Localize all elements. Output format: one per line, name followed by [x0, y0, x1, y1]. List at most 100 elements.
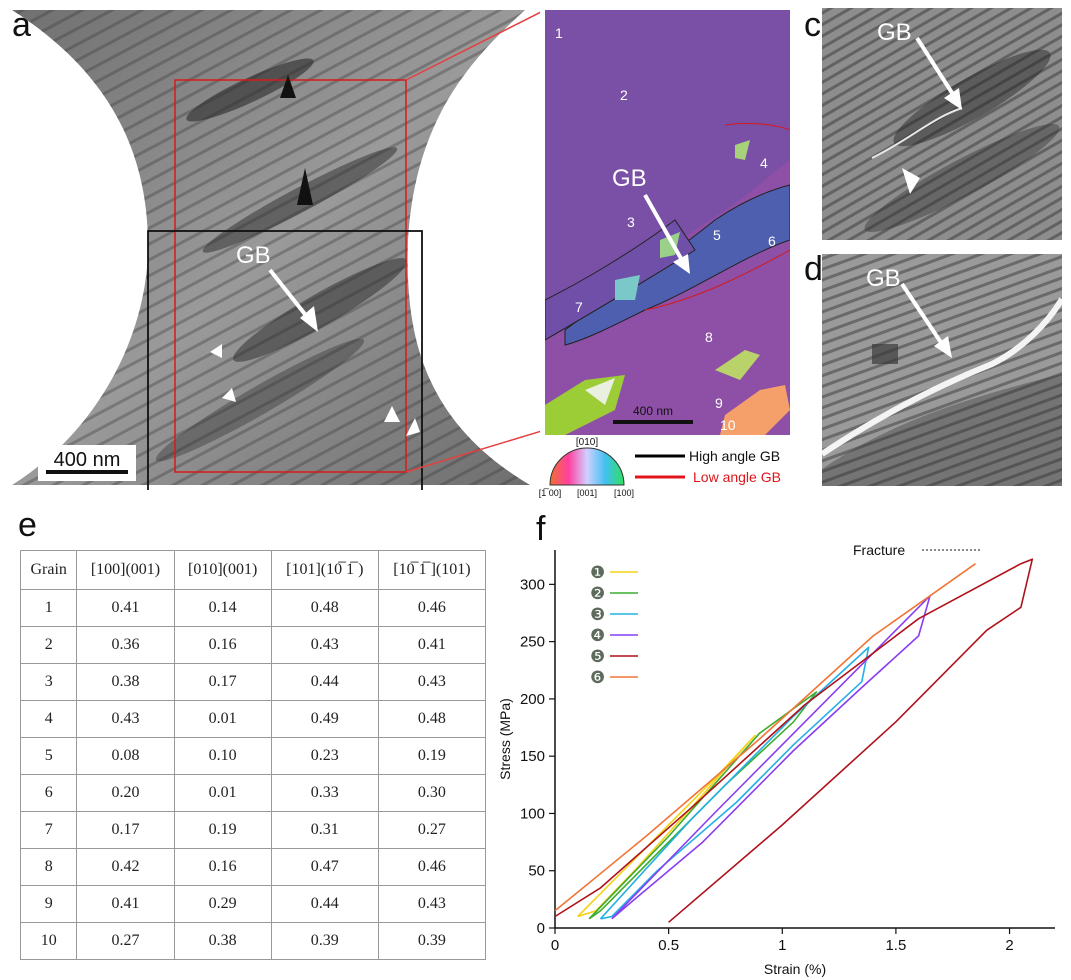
roi-black-box: [147, 230, 423, 490]
y-tick-label: 50: [528, 863, 545, 880]
grain-number-7: 7: [575, 299, 583, 315]
table-cell: 0.44: [270, 663, 379, 701]
table-cell: 0.01: [173, 774, 272, 812]
x-tick-label: 0: [551, 937, 559, 954]
fracture-annotation: Fracture: [853, 542, 905, 558]
table-cell: 0.36: [76, 626, 175, 664]
legend-marker-4: ❹: [590, 626, 605, 645]
table-cell: 0.38: [173, 922, 272, 960]
x-tick-label: 1: [778, 937, 786, 954]
y-tick-label: 300: [520, 576, 545, 593]
table-cell: 0.08: [76, 737, 175, 775]
y-tick-label: 200: [520, 691, 545, 708]
legend-marker-5: ❺: [590, 647, 605, 666]
legend-high-angle: High angle GB: [689, 448, 780, 464]
table-cell: 0.43: [377, 663, 487, 701]
legend-marker-3: ❸: [590, 605, 605, 624]
panel-letter-e: e: [18, 506, 37, 544]
grain-number-1: 1: [555, 25, 563, 41]
table-cell: 0.42: [76, 848, 175, 886]
table-header: [101](10̅ 1̅ ): [270, 550, 379, 590]
table-header: [010](001): [173, 550, 272, 590]
table-cell: 0.41: [76, 589, 175, 627]
table-cell: 0.16: [173, 626, 272, 664]
scalebar-b: 400 nm: [633, 404, 673, 418]
table-cell: 9: [19, 885, 78, 923]
grain-number-3: 3: [627, 214, 635, 230]
table-cell: 0.43: [270, 626, 379, 664]
table-row: 1 0.41 0.14 0.48 0.46: [19, 589, 487, 627]
gb-label-d: GB: [866, 265, 901, 292]
panel-letter-c: c: [804, 6, 821, 44]
table-cell: 0.44: [270, 885, 379, 923]
table-row: 10 0.27 0.38 0.39 0.39: [19, 922, 487, 960]
table-cell: 6: [19, 774, 78, 812]
table-row: 8 0.42 0.16 0.47 0.46: [19, 848, 487, 886]
x-tick-label: 1.5: [885, 937, 906, 954]
table-header: [100](001): [76, 550, 175, 590]
table-cell: 0.17: [173, 663, 272, 701]
table-cell: 0.27: [76, 922, 175, 960]
table-cell: 0.47: [270, 848, 379, 886]
table-cell: 0.39: [377, 922, 487, 960]
ebsd-map-b: 1 2 3 4 5 6 7 8 9 10 GB 400 nm: [545, 10, 790, 435]
table-row: 3 0.38 0.17 0.44 0.43: [19, 663, 487, 701]
legend-marker-2: ❷: [590, 584, 605, 603]
gb-label-c: GB: [877, 19, 912, 46]
table-cell: 0.41: [76, 885, 175, 923]
table-cell: 0.48: [270, 589, 379, 627]
grain-number-10: 10: [720, 417, 736, 433]
table-header: [10̅ 1̅ ](101): [377, 550, 487, 590]
legend-pole-right: [100]: [614, 488, 634, 498]
ebsd-legend: [010] [1̅ 00] [001] [100] High angle GB …: [539, 437, 781, 498]
table-cell: 0.17: [76, 811, 175, 849]
table-cell: 3: [19, 663, 78, 701]
gb-label-b: GB: [612, 165, 647, 192]
table-row: 7 0.17 0.19 0.31 0.27: [19, 811, 487, 849]
scalebar-a: 400 nm: [54, 449, 121, 471]
table-cell: 1: [19, 589, 78, 627]
table-row: 2 0.36 0.16 0.43 0.41: [19, 626, 487, 664]
panel-letter-f: f: [536, 510, 546, 548]
y-tick-label: 150: [520, 748, 545, 765]
table-cell: 0.10: [173, 737, 272, 775]
table-cell: 0.19: [173, 811, 272, 849]
table-cell: 0.19: [377, 737, 487, 775]
table-cell: 5: [19, 737, 78, 775]
x-tick-label: 2: [1005, 937, 1013, 954]
stress-strain-chart: 0 0.5 1 1.5 2 0 50 100 150 200 250 300 Strain (%) Str…: [497, 542, 1055, 977]
series-line-3: [599, 646, 870, 920]
table-cell: 10: [19, 922, 78, 960]
table-cell: 0.14: [173, 589, 272, 627]
series-line-5: [554, 558, 1034, 923]
table-cell: 4: [19, 700, 78, 738]
tem-image-d: GB: [822, 254, 1062, 486]
table-cell: 7: [19, 811, 78, 849]
table-cell: 0.31: [270, 811, 379, 849]
y-tick-label: 100: [520, 805, 545, 822]
x-axis-label: Strain (%): [764, 961, 826, 977]
table-cell: 0.30: [377, 774, 487, 812]
table-cell: 0.49: [270, 700, 379, 738]
table-header: Grain: [19, 550, 78, 590]
roi-red-box: [174, 79, 407, 473]
table-cell: 0.46: [377, 589, 487, 627]
table-cell: 0.20: [76, 774, 175, 812]
grain-number-4: 4: [760, 155, 768, 171]
panel-letter-d: d: [804, 250, 823, 288]
table-cell: 0.29: [173, 885, 272, 923]
table-cell: 0.01: [173, 700, 272, 738]
table-cell: 0.39: [270, 922, 379, 960]
table-row: 6 0.20 0.01 0.33 0.30: [19, 774, 487, 812]
series-line-6: [554, 563, 976, 912]
grain-number-2: 2: [620, 87, 628, 103]
legend-marker-1: ❶: [590, 563, 605, 582]
table-cell: 0.27: [377, 811, 487, 849]
legend-pole-mid: [001]: [577, 488, 597, 498]
grain-number-9: 9: [715, 395, 723, 411]
schmid-factor-table: Grain [100](001) [010](001) [101](10̅ 1̅…: [19, 550, 487, 960]
x-tick-label: 0.5: [658, 937, 679, 954]
tem-image-c: GB: [822, 8, 1062, 240]
table-cell: 0.43: [76, 700, 175, 738]
y-axis-label: Stress (MPa): [497, 698, 513, 780]
